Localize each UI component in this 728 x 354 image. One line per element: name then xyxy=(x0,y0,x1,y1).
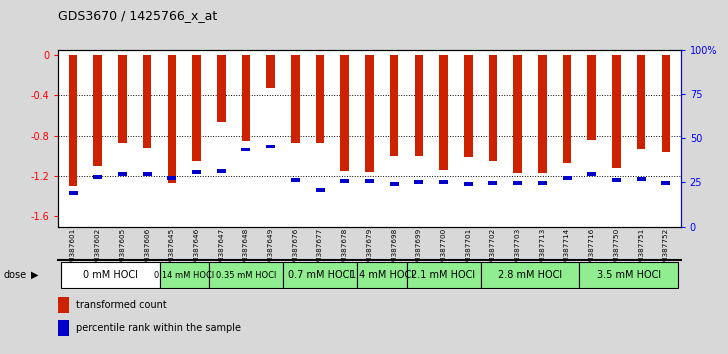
Bar xyxy=(58,297,69,313)
Bar xyxy=(488,55,497,161)
Text: 3.5 mM HOCl: 3.5 mM HOCl xyxy=(597,270,661,280)
Bar xyxy=(315,188,325,192)
Bar xyxy=(118,55,127,143)
Bar xyxy=(563,55,571,163)
Bar xyxy=(464,55,472,157)
Bar xyxy=(612,178,621,182)
Bar xyxy=(661,181,670,185)
FancyBboxPatch shape xyxy=(283,263,357,288)
Bar xyxy=(340,179,349,183)
Text: percentile rank within the sample: percentile rank within the sample xyxy=(76,323,241,333)
Bar xyxy=(266,55,275,88)
Bar xyxy=(143,55,151,148)
Bar xyxy=(118,172,127,176)
FancyBboxPatch shape xyxy=(357,263,406,288)
Text: 0.14 mM HOCl: 0.14 mM HOCl xyxy=(154,271,214,280)
Bar xyxy=(143,172,151,176)
Bar xyxy=(291,55,300,143)
Text: 2.1 mM HOCl: 2.1 mM HOCl xyxy=(411,270,475,280)
Bar xyxy=(414,55,423,156)
Bar xyxy=(58,320,69,336)
Bar xyxy=(439,55,448,170)
Bar xyxy=(365,179,374,183)
Bar xyxy=(93,55,102,166)
Bar xyxy=(167,55,176,183)
Text: 1.4 mM HOCl: 1.4 mM HOCl xyxy=(350,270,414,280)
Bar xyxy=(587,172,596,176)
Bar xyxy=(217,169,226,173)
FancyBboxPatch shape xyxy=(159,263,209,288)
Bar xyxy=(167,176,176,180)
FancyBboxPatch shape xyxy=(60,263,159,288)
Bar xyxy=(563,176,571,180)
Bar xyxy=(290,178,300,182)
Text: 0 mM HOCl: 0 mM HOCl xyxy=(83,270,138,280)
Bar xyxy=(439,180,448,184)
Text: 0.7 mM HOCl: 0.7 mM HOCl xyxy=(288,270,352,280)
Text: transformed count: transformed count xyxy=(76,300,167,310)
Bar xyxy=(365,55,373,172)
Bar xyxy=(341,55,349,171)
Bar xyxy=(612,55,621,168)
Bar xyxy=(464,182,472,186)
Bar xyxy=(266,145,275,148)
Bar xyxy=(93,175,103,179)
FancyBboxPatch shape xyxy=(480,263,579,288)
Bar xyxy=(637,55,646,149)
Bar xyxy=(242,148,250,152)
Bar xyxy=(242,55,250,141)
Bar xyxy=(538,181,547,185)
Bar xyxy=(217,55,226,122)
Bar xyxy=(389,182,399,186)
Bar xyxy=(587,55,596,139)
Bar xyxy=(192,170,201,174)
Bar xyxy=(316,55,325,143)
FancyBboxPatch shape xyxy=(579,263,678,288)
Text: 0.35 mM HOCl: 0.35 mM HOCl xyxy=(215,271,276,280)
Bar xyxy=(488,181,497,185)
Bar xyxy=(513,55,522,173)
Bar xyxy=(662,55,670,152)
Bar xyxy=(538,55,547,173)
Bar xyxy=(636,177,646,181)
Bar xyxy=(414,180,424,184)
Text: dose: dose xyxy=(4,270,27,280)
Bar xyxy=(68,55,77,186)
FancyBboxPatch shape xyxy=(209,263,283,288)
Bar xyxy=(68,192,78,195)
Bar xyxy=(513,181,522,185)
Text: GDS3670 / 1425766_x_at: GDS3670 / 1425766_x_at xyxy=(58,9,218,22)
Bar xyxy=(192,55,201,161)
Text: ▶: ▶ xyxy=(31,270,38,280)
Bar xyxy=(389,55,398,156)
FancyBboxPatch shape xyxy=(406,263,480,288)
Text: 2.8 mM HOCl: 2.8 mM HOCl xyxy=(498,270,562,280)
